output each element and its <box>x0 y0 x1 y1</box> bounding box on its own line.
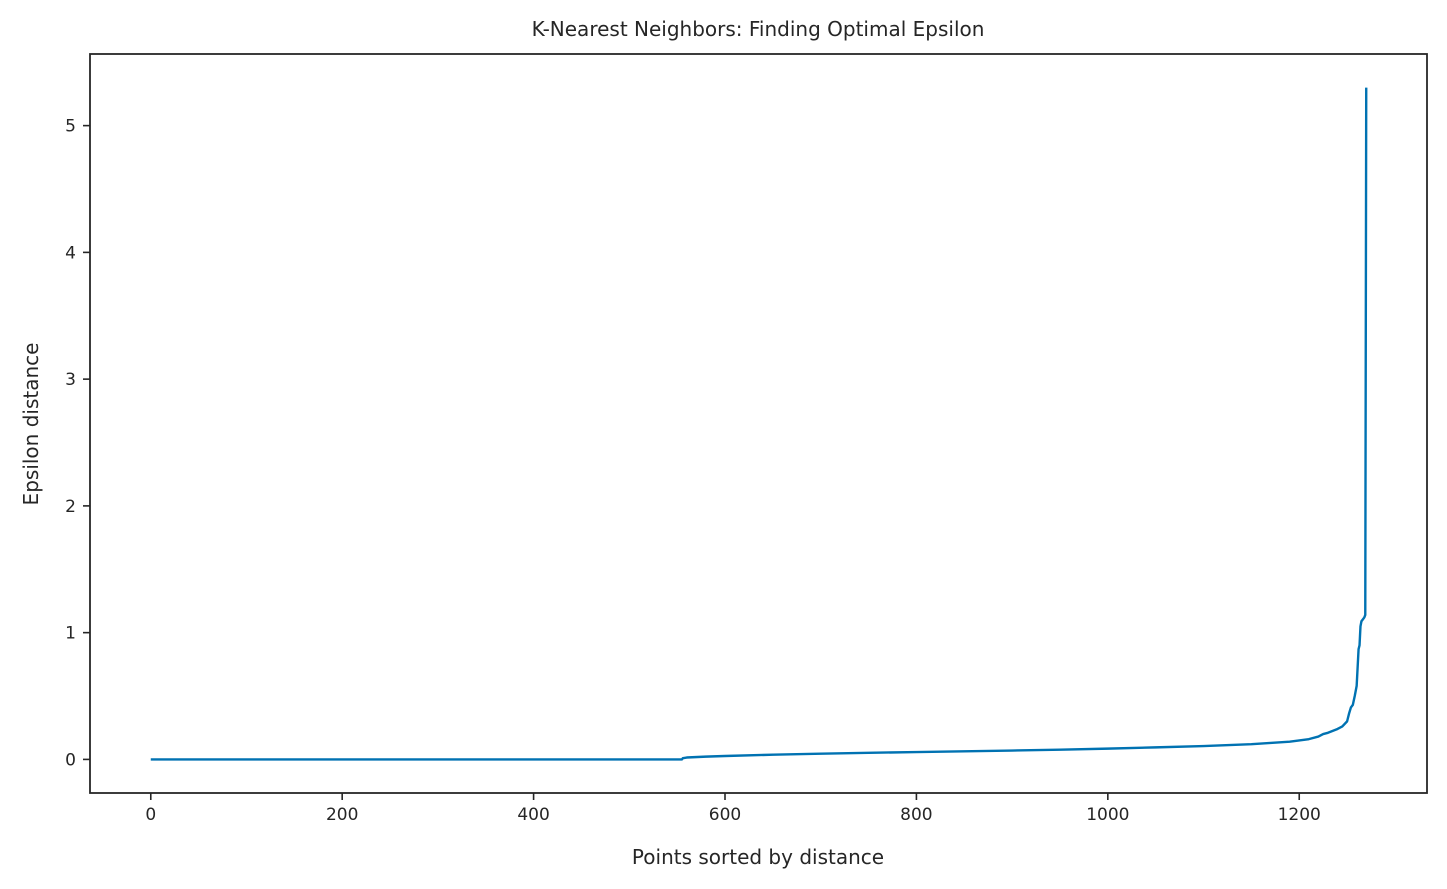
y-tick-label: 2 <box>65 497 76 517</box>
y-tick-label: 5 <box>65 117 76 137</box>
x-tick-label: 1000 <box>1086 805 1129 825</box>
y-tick-label: 1 <box>65 624 76 644</box>
x-tick-label: 200 <box>326 805 358 825</box>
x-tick-label: 800 <box>900 805 932 825</box>
x-axis-ticks: 0 200 400 600 800 1000 1200 <box>145 793 1321 825</box>
series-line-0 <box>150 87 1368 761</box>
x-tick-label: 400 <box>517 805 549 825</box>
x-tick-label: 600 <box>709 805 741 825</box>
y-axis-label: Epsilon distance <box>19 343 43 506</box>
chart-title: K-Nearest Neighbors: Finding Optimal Eps… <box>532 17 985 41</box>
y-tick-label: 4 <box>65 243 76 263</box>
x-tick-label: 1200 <box>1278 805 1321 825</box>
y-tick-label: 3 <box>65 370 76 390</box>
y-tick-label: 0 <box>65 750 76 770</box>
plot-area <box>150 87 1368 761</box>
x-axis-label: Points sorted by distance <box>632 845 884 869</box>
y-axis-ticks: 0 1 2 3 4 5 <box>65 117 90 770</box>
plot-frame <box>89 53 1428 794</box>
x-tick-label: 0 <box>145 805 156 825</box>
